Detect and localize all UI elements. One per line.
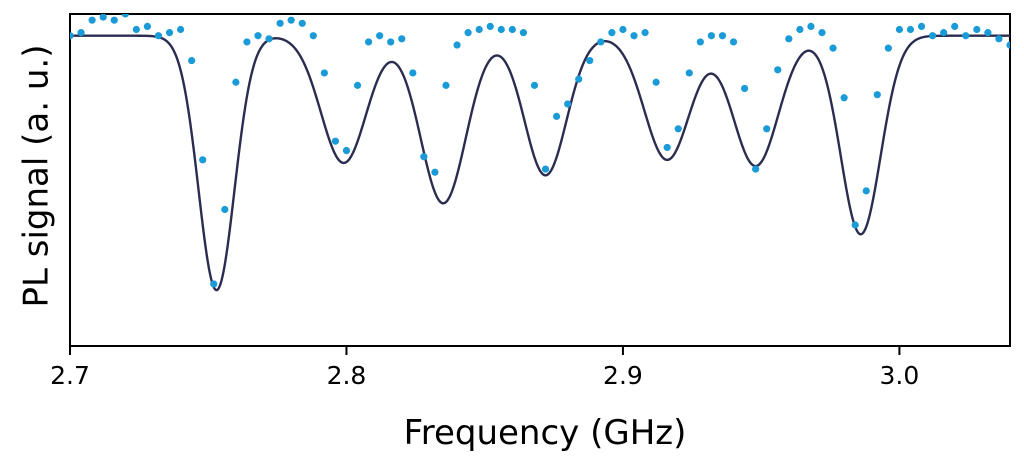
data-point <box>298 19 306 27</box>
data-point <box>641 29 649 37</box>
data-point <box>696 38 704 46</box>
data-point <box>88 16 96 24</box>
data-point <box>519 29 528 37</box>
y-axis-label: PL signal (a. u.) <box>17 45 57 308</box>
data-point <box>718 32 727 40</box>
data-point <box>320 69 328 77</box>
data-point <box>342 146 351 155</box>
data-point <box>132 25 140 34</box>
data-point <box>608 29 616 37</box>
data-point <box>453 41 461 49</box>
data-point <box>497 25 505 34</box>
plot-frame <box>69 13 1011 347</box>
data-point <box>199 156 207 164</box>
data-point <box>785 35 793 43</box>
x-tick-label: 2.7 <box>50 361 90 390</box>
data-point <box>232 78 240 86</box>
data-point <box>873 91 881 99</box>
data-point <box>740 84 749 93</box>
points-layer <box>70 14 1010 288</box>
data-point <box>409 69 417 77</box>
data-point <box>851 221 859 229</box>
data-point <box>154 32 163 40</box>
data-point <box>309 32 317 40</box>
data-point <box>973 25 981 34</box>
data-point <box>508 25 516 34</box>
data-point <box>707 32 716 40</box>
data-point <box>763 125 771 133</box>
data-point <box>176 25 185 34</box>
x-tick-label: 2.8 <box>327 361 367 390</box>
data-point <box>188 56 196 65</box>
data-point <box>464 29 472 37</box>
data-point <box>862 187 870 195</box>
data-point <box>796 25 804 34</box>
data-point <box>840 94 848 102</box>
data-point <box>1006 41 1010 49</box>
data-point <box>210 280 218 288</box>
data-point <box>254 32 262 40</box>
data-point <box>906 25 915 34</box>
data-point <box>674 125 682 133</box>
x-axis-label: Frequency (GHz) <box>404 413 687 453</box>
data-point <box>884 44 892 52</box>
data-point <box>387 38 395 46</box>
data-point <box>552 112 561 120</box>
data-point <box>530 81 539 89</box>
data-point <box>110 16 118 24</box>
data-point <box>486 22 494 31</box>
data-point <box>564 100 572 108</box>
data-point <box>928 32 937 40</box>
data-point <box>121 14 129 18</box>
data-point <box>364 38 373 46</box>
data-point <box>165 29 174 37</box>
x-tick-label: 3.0 <box>880 361 920 390</box>
data-point <box>774 66 782 74</box>
fit-layer <box>70 34 1010 292</box>
data-point <box>541 165 550 173</box>
data-point <box>586 56 594 65</box>
data-point <box>353 81 362 89</box>
data-point <box>630 32 638 40</box>
data-point <box>818 29 826 37</box>
data-point <box>984 29 992 37</box>
x-axis-ticks: 2.7 2.8 2.9 3.0 <box>50 346 919 390</box>
data-point <box>597 38 605 46</box>
data-point <box>265 35 273 43</box>
data-point <box>243 38 251 46</box>
data-point <box>77 29 85 37</box>
x-tick-label: 2.9 <box>603 361 643 390</box>
data-point <box>752 165 760 173</box>
data-point <box>995 35 1003 43</box>
data-point <box>442 81 450 89</box>
data-point <box>376 32 384 40</box>
data-point <box>895 25 904 34</box>
data-point <box>420 153 428 161</box>
fit-line <box>70 34 1010 292</box>
data-point <box>729 38 738 46</box>
data-point <box>685 69 693 77</box>
data-point <box>221 205 229 214</box>
data-point <box>287 16 295 24</box>
data-point <box>951 22 959 31</box>
data-point <box>398 35 406 43</box>
data-point <box>940 29 948 37</box>
data-point <box>99 14 107 21</box>
data-point <box>143 22 152 31</box>
data-point <box>962 32 970 40</box>
data-point <box>331 137 340 145</box>
data-point <box>475 25 483 34</box>
data-point <box>807 22 815 31</box>
data-point <box>575 75 583 83</box>
data-point <box>829 44 837 52</box>
data-point <box>70 32 74 40</box>
data-point <box>663 143 671 152</box>
data-point <box>431 168 439 176</box>
data-point <box>619 25 627 34</box>
data-point <box>276 19 284 27</box>
data-point <box>652 78 660 86</box>
data-point <box>917 22 926 31</box>
